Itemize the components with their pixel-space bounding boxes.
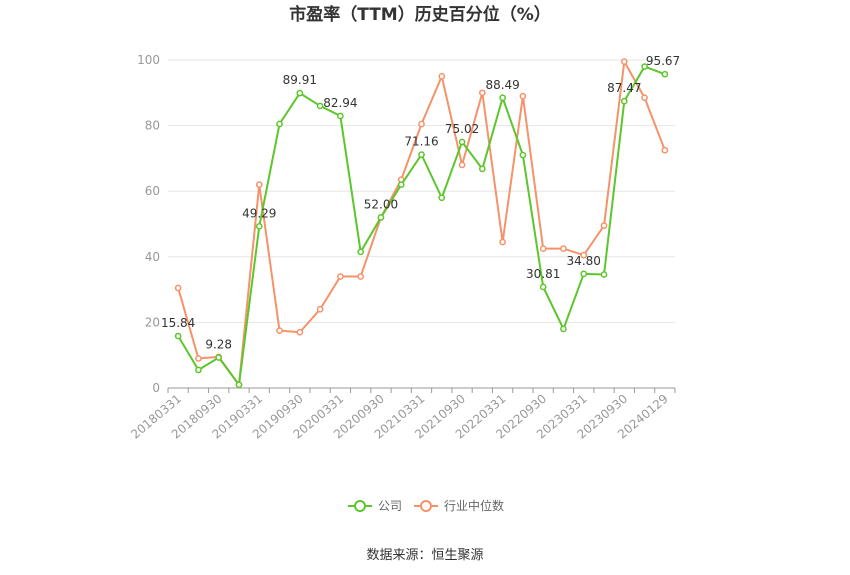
chart-title: 市盈率（TTM）历史百分位（%） bbox=[289, 4, 551, 25]
y-tick-label: 40 bbox=[145, 250, 160, 264]
point-company[interactable] bbox=[620, 97, 628, 105]
point-industry[interactable] bbox=[539, 245, 547, 252]
point-industry[interactable] bbox=[580, 251, 588, 259]
point-company[interactable] bbox=[174, 332, 182, 340]
data-label: 87.47 bbox=[607, 81, 641, 95]
series-line-company bbox=[177, 65, 666, 388]
y-tick-label: 0 bbox=[152, 381, 160, 395]
data-label: 15.84 bbox=[161, 316, 195, 330]
point-industry[interactable] bbox=[296, 328, 304, 336]
series-line-industry bbox=[177, 58, 666, 388]
x-axis: 2018033120180930201903312019093020200331… bbox=[128, 387, 676, 442]
point-industry[interactable] bbox=[600, 222, 608, 229]
legend-industry-marker bbox=[420, 500, 432, 512]
point-company[interactable] bbox=[377, 214, 385, 221]
point-company[interactable] bbox=[418, 151, 425, 158]
data-label: 95.67 bbox=[646, 54, 680, 68]
point-company[interactable] bbox=[458, 138, 466, 146]
point-industry[interactable] bbox=[255, 181, 263, 188]
point-company[interactable] bbox=[215, 354, 223, 361]
y-tick-label: 100 bbox=[137, 53, 160, 67]
data-label: 30.81 bbox=[526, 267, 560, 281]
legend-item-company[interactable]: 公司 bbox=[348, 499, 402, 513]
point-industry[interactable] bbox=[276, 327, 283, 334]
data-label: 34.80 bbox=[567, 254, 601, 268]
point-industry[interactable] bbox=[316, 305, 324, 313]
data-label: 75.02 bbox=[445, 122, 479, 136]
point-industry[interactable] bbox=[337, 273, 344, 280]
point-industry[interactable] bbox=[438, 73, 446, 80]
point-company[interactable] bbox=[560, 325, 567, 333]
point-company[interactable] bbox=[519, 151, 527, 159]
legend-company-label: 公司 bbox=[378, 499, 402, 513]
data-label: 71.16 bbox=[404, 135, 438, 149]
point-company[interactable] bbox=[296, 89, 304, 97]
data-label: 89.91 bbox=[283, 73, 317, 87]
point-industry[interactable] bbox=[560, 245, 567, 252]
data-label: 49.29 bbox=[242, 206, 276, 220]
data-labels: 15.84 9.28 49.29 89.91 82.94 52.00 71.16 75.02 8… bbox=[161, 54, 680, 351]
legend-item-industry[interactable]: 行业中位数 bbox=[414, 498, 504, 513]
y-tick-label: 80 bbox=[145, 119, 160, 133]
y-tick-label: 60 bbox=[145, 184, 160, 198]
point-company[interactable] bbox=[397, 181, 405, 188]
point-industry[interactable] bbox=[458, 161, 466, 169]
data-source: 数据来源：恒生聚源 bbox=[366, 548, 483, 563]
data-label: 9.28 bbox=[205, 338, 232, 352]
point-company[interactable] bbox=[580, 270, 588, 278]
legend-company-marker bbox=[354, 500, 366, 512]
point-industry[interactable] bbox=[357, 273, 365, 280]
point-company[interactable] bbox=[539, 283, 547, 291]
point-company[interactable] bbox=[357, 248, 365, 256]
point-company[interactable] bbox=[276, 120, 283, 128]
point-company[interactable] bbox=[316, 102, 324, 110]
point-company[interactable] bbox=[600, 271, 608, 278]
point-company[interactable] bbox=[641, 63, 648, 70]
point-industry[interactable] bbox=[641, 94, 648, 102]
data-label: 52.00 bbox=[364, 197, 398, 211]
point-company[interactable] bbox=[195, 366, 202, 374]
point-industry[interactable] bbox=[195, 355, 202, 362]
point-company[interactable] bbox=[438, 194, 446, 202]
point-company[interactable] bbox=[499, 94, 506, 102]
point-industry[interactable] bbox=[519, 92, 527, 100]
grid bbox=[168, 59, 675, 323]
legend-industry-label: 行业中位数 bbox=[444, 498, 504, 513]
data-label: 82.94 bbox=[323, 96, 357, 110]
y-axis-ticks: 0 20 40 60 80 100 bbox=[137, 53, 160, 395]
point-company[interactable] bbox=[337, 112, 344, 120]
legend[interactable]: 公司 行业中位数 bbox=[348, 498, 504, 513]
data-label: 88.49 bbox=[485, 78, 519, 92]
point-company[interactable] bbox=[255, 222, 263, 230]
point-industry[interactable] bbox=[661, 146, 669, 154]
point-company[interactable] bbox=[478, 165, 486, 173]
point-industry[interactable] bbox=[478, 89, 486, 97]
point-company[interactable] bbox=[661, 70, 669, 78]
series-lines bbox=[174, 58, 669, 389]
point-industry[interactable] bbox=[499, 238, 506, 246]
point-company[interactable] bbox=[235, 381, 243, 389]
y-tick-label: 20 bbox=[145, 315, 160, 329]
point-industry[interactable] bbox=[174, 284, 182, 292]
point-industry[interactable] bbox=[418, 120, 425, 128]
point-industry[interactable] bbox=[620, 58, 628, 65]
